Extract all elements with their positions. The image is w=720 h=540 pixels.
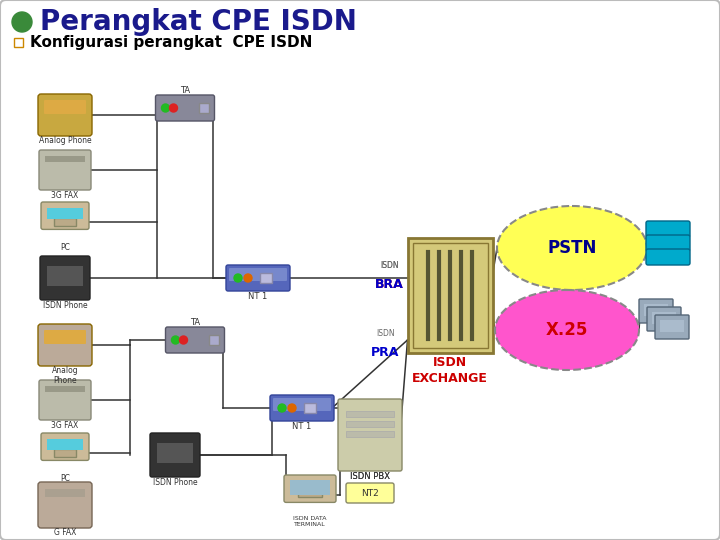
FancyBboxPatch shape — [338, 399, 402, 471]
Ellipse shape — [497, 206, 647, 290]
FancyBboxPatch shape — [45, 489, 85, 497]
Circle shape — [161, 104, 169, 112]
Circle shape — [278, 404, 286, 412]
FancyBboxPatch shape — [44, 100, 86, 114]
Text: TA: TA — [190, 318, 200, 327]
FancyBboxPatch shape — [290, 480, 330, 495]
FancyBboxPatch shape — [38, 94, 92, 136]
Circle shape — [288, 404, 296, 412]
FancyBboxPatch shape — [40, 256, 90, 300]
FancyBboxPatch shape — [41, 202, 89, 230]
Ellipse shape — [495, 290, 639, 370]
FancyBboxPatch shape — [304, 403, 316, 413]
Text: ISDN: ISDN — [376, 329, 395, 338]
Text: Perangkat CPE ISDN: Perangkat CPE ISDN — [40, 8, 357, 36]
FancyBboxPatch shape — [45, 156, 85, 162]
FancyBboxPatch shape — [660, 320, 684, 332]
FancyBboxPatch shape — [39, 150, 91, 190]
FancyBboxPatch shape — [156, 95, 215, 121]
Circle shape — [171, 336, 179, 344]
Text: BRA: BRA — [375, 278, 404, 291]
FancyBboxPatch shape — [647, 307, 681, 331]
FancyBboxPatch shape — [644, 304, 668, 316]
FancyBboxPatch shape — [346, 411, 394, 417]
Circle shape — [234, 274, 242, 282]
FancyBboxPatch shape — [38, 324, 92, 366]
FancyBboxPatch shape — [229, 268, 287, 281]
FancyBboxPatch shape — [47, 208, 83, 219]
FancyBboxPatch shape — [646, 221, 690, 237]
FancyBboxPatch shape — [150, 433, 200, 477]
Text: Analog
Phone: Analog Phone — [52, 366, 78, 386]
Text: X.25: X.25 — [546, 321, 588, 339]
Text: 3G FAX: 3G FAX — [51, 421, 78, 430]
FancyBboxPatch shape — [408, 238, 492, 353]
FancyBboxPatch shape — [346, 483, 394, 503]
FancyBboxPatch shape — [54, 449, 76, 457]
Text: Konfigurasi perangkat  CPE ISDN: Konfigurasi perangkat CPE ISDN — [30, 36, 312, 51]
FancyBboxPatch shape — [45, 386, 85, 392]
FancyBboxPatch shape — [38, 482, 92, 528]
Circle shape — [12, 12, 32, 32]
Text: PRA: PRA — [372, 346, 400, 359]
FancyBboxPatch shape — [166, 327, 225, 353]
Text: TA: TA — [180, 86, 190, 95]
FancyBboxPatch shape — [270, 395, 334, 421]
Text: BRA: BRA — [375, 278, 404, 291]
FancyBboxPatch shape — [298, 490, 322, 497]
FancyBboxPatch shape — [273, 398, 331, 411]
FancyBboxPatch shape — [346, 431, 394, 437]
Text: NT 1: NT 1 — [292, 422, 312, 431]
Circle shape — [244, 274, 252, 282]
Text: Analog Phone: Analog Phone — [39, 136, 91, 145]
FancyBboxPatch shape — [652, 312, 676, 324]
FancyBboxPatch shape — [284, 475, 336, 502]
FancyBboxPatch shape — [54, 218, 76, 226]
Text: NT2: NT2 — [361, 489, 379, 497]
FancyBboxPatch shape — [346, 421, 394, 427]
FancyBboxPatch shape — [646, 235, 690, 251]
Text: PC: PC — [60, 474, 70, 483]
FancyBboxPatch shape — [226, 265, 290, 291]
FancyBboxPatch shape — [646, 249, 690, 265]
FancyBboxPatch shape — [41, 433, 89, 461]
Text: ISDN Phone: ISDN Phone — [153, 478, 197, 487]
FancyBboxPatch shape — [157, 443, 193, 463]
Text: NT 1: NT 1 — [248, 292, 268, 301]
Text: ISDN: ISDN — [380, 261, 399, 270]
FancyBboxPatch shape — [47, 439, 83, 450]
FancyBboxPatch shape — [260, 273, 272, 283]
Text: ISDN PBX: ISDN PBX — [350, 472, 390, 481]
FancyBboxPatch shape — [655, 315, 689, 339]
FancyBboxPatch shape — [14, 38, 23, 47]
FancyBboxPatch shape — [47, 266, 83, 286]
Text: ISDN
EXCHANGE: ISDN EXCHANGE — [412, 356, 488, 384]
FancyBboxPatch shape — [209, 335, 218, 345]
Circle shape — [179, 336, 187, 344]
FancyBboxPatch shape — [639, 299, 673, 323]
Text: ISDN DATA
TERMINAL: ISDN DATA TERMINAL — [293, 516, 327, 527]
Text: ISDN Phone: ISDN Phone — [42, 301, 87, 310]
Text: PSTN: PSTN — [547, 239, 597, 257]
Text: ISDN PBX: ISDN PBX — [350, 472, 390, 481]
FancyBboxPatch shape — [44, 330, 86, 344]
Text: 3G FAX: 3G FAX — [51, 191, 78, 200]
FancyBboxPatch shape — [199, 103, 209, 113]
Text: G FAX: G FAX — [54, 528, 76, 537]
Text: ISDN: ISDN — [380, 261, 399, 270]
FancyBboxPatch shape — [39, 380, 91, 420]
Text: PC: PC — [60, 243, 70, 252]
Circle shape — [169, 104, 178, 112]
